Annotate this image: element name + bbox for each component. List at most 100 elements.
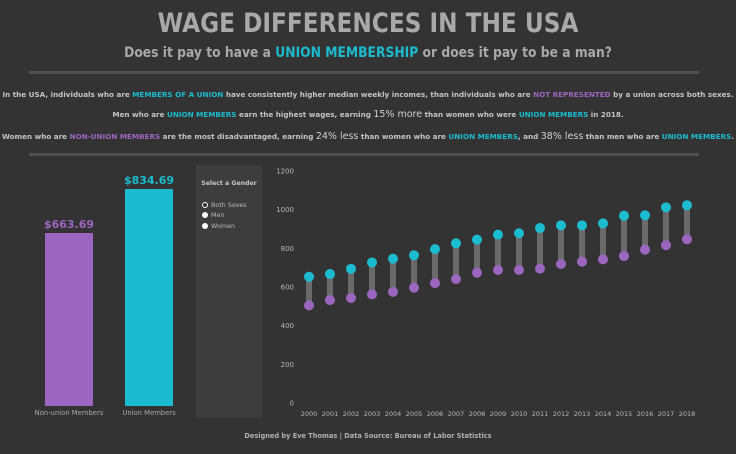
point-non-union[interactable]	[472, 267, 482, 278]
x-tick-label: 2001	[322, 410, 339, 418]
point-union[interactable]	[682, 200, 692, 211]
point-non-union[interactable]	[367, 289, 377, 300]
point-non-union[interactable]	[556, 258, 566, 269]
point-union[interactable]	[514, 228, 524, 239]
x-tick-label: 2004	[385, 410, 402, 418]
x-tick-label: 2012	[553, 410, 570, 418]
y-tick-label: 0	[290, 400, 294, 408]
radio-label: Both Sexes	[211, 201, 247, 209]
radio-both-sexes[interactable]: Both Sexes	[202, 200, 247, 210]
dashboard-subtitle: Does it pay to have a UNION MEMBERSHIP o…	[44, 45, 692, 61]
point-union[interactable]	[451, 238, 461, 249]
point-union[interactable]	[661, 202, 671, 213]
highlight-stat: 15% more	[373, 109, 423, 120]
footer-credits: Designed by Eve Thomas | Data Source: Bu…	[244, 432, 492, 440]
highlight-union: UNION MEMBERS	[518, 110, 589, 119]
point-non-union[interactable]	[346, 293, 356, 304]
x-tick-label: 2006	[427, 410, 444, 418]
text: .	[731, 132, 734, 141]
filter-title: Select a Gender	[201, 180, 257, 187]
summary-line-1: In the USA, individuals who are MEMBERS …	[0, 90, 736, 99]
text: Men who are	[112, 110, 167, 119]
summary-line-3: Women who are NON-UNION MEMBERS are the …	[0, 131, 736, 142]
point-non-union[interactable]	[661, 240, 671, 251]
subtitle-text-pre: Does it pay to have a	[124, 45, 276, 61]
point-non-union[interactable]	[682, 234, 692, 245]
subtitle-highlight: UNION MEMBERSHIP	[275, 45, 419, 61]
bar-value-label-non-union: $663.69	[43, 218, 95, 232]
x-tick-label: 2005	[406, 410, 423, 418]
y-tick-label: 200	[281, 361, 294, 369]
point-union[interactable]	[346, 263, 356, 274]
wage-dumbbell-chart: 0 200 400 600 800 1000 1200 2000 2001 2002 2003 200…	[276, 168, 696, 419]
point-non-union[interactable]	[304, 300, 314, 311]
point-union[interactable]	[619, 210, 629, 221]
text: , and	[517, 132, 541, 141]
x-tick-label: 2011	[532, 410, 549, 418]
point-non-union[interactable]	[430, 278, 440, 289]
x-tick-label: 2007	[448, 410, 465, 418]
x-tick-label: 2010	[511, 410, 528, 418]
x-tick-label: 2017	[658, 410, 675, 418]
radio-women[interactable]: Women	[202, 221, 235, 231]
point-union[interactable]	[430, 244, 440, 255]
x-tick-label: 2018	[679, 410, 696, 418]
point-non-union[interactable]	[598, 254, 608, 265]
point-union[interactable]	[325, 269, 335, 280]
text: than women who were	[422, 110, 519, 119]
y-tick-label: 400	[281, 322, 294, 330]
point-union[interactable]	[577, 220, 587, 231]
point-union[interactable]	[598, 218, 608, 229]
x-tick-label: 2008	[469, 410, 486, 418]
highlight-stat: 38% less	[540, 131, 584, 142]
point-non-union[interactable]	[451, 274, 461, 285]
radio-icon[interactable]	[202, 212, 208, 218]
bar-union[interactable]	[125, 189, 173, 406]
text: Women who are	[2, 132, 70, 141]
text: than men who are	[583, 132, 662, 141]
point-non-union[interactable]	[388, 286, 398, 297]
point-non-union[interactable]	[535, 263, 545, 274]
subtitle-text-post: or does it pay to be a man?	[418, 45, 612, 61]
point-non-union[interactable]	[619, 251, 629, 262]
y-tick-label: 600	[281, 284, 294, 292]
point-non-union[interactable]	[577, 256, 587, 267]
gender-filter-panel: Select a Gender Both Sexes Men Women	[196, 165, 262, 418]
x-tick-label: 2002	[343, 410, 360, 418]
radio-selected-icon[interactable]	[202, 202, 208, 208]
point-union[interactable]	[556, 220, 566, 231]
bar-value-label-union: $834.69	[123, 174, 175, 187]
point-union[interactable]	[409, 250, 419, 261]
x-tick-label: 2013	[574, 410, 591, 418]
point-union[interactable]	[304, 271, 314, 282]
point-non-union[interactable]	[514, 264, 524, 275]
text: In the USA, individuals who are	[2, 90, 133, 99]
point-non-union[interactable]	[409, 282, 419, 293]
x-tick-label: 2003	[364, 410, 381, 418]
text: have consistently higher median weekly i…	[223, 90, 534, 99]
point-union[interactable]	[367, 257, 377, 268]
point-union[interactable]	[472, 234, 482, 245]
point-union[interactable]	[493, 229, 503, 240]
point-union[interactable]	[640, 210, 650, 221]
point-union[interactable]	[535, 223, 545, 234]
highlight-union: UNION MEMBERS	[166, 110, 237, 119]
summary-line-2: Men who are UNION MEMBERS earn the highe…	[0, 109, 736, 120]
bar-non-union[interactable]	[45, 233, 93, 406]
highlight-non-union: NOT REPRESENTED	[533, 90, 611, 99]
radio-men[interactable]: Men	[202, 210, 225, 220]
y-tick-label: 800	[281, 245, 294, 253]
text: in 2018.	[588, 110, 624, 119]
point-non-union[interactable]	[325, 295, 335, 306]
x-tick-label: 2014	[595, 410, 612, 418]
bar-category-label: Non-union Members	[34, 409, 104, 417]
point-non-union[interactable]	[493, 264, 503, 275]
x-tick-label: 2016	[637, 410, 654, 418]
highlight-stat: 24% less	[315, 131, 359, 142]
point-union[interactable]	[388, 253, 398, 264]
radio-icon[interactable]	[202, 223, 208, 229]
dashboard-title: WAGE DIFFERENCES IN THE USA	[157, 8, 579, 39]
y-tick-label: 1200	[276, 168, 294, 176]
point-non-union[interactable]	[640, 244, 650, 255]
text: are the most disadvantaged, earning	[160, 132, 316, 141]
